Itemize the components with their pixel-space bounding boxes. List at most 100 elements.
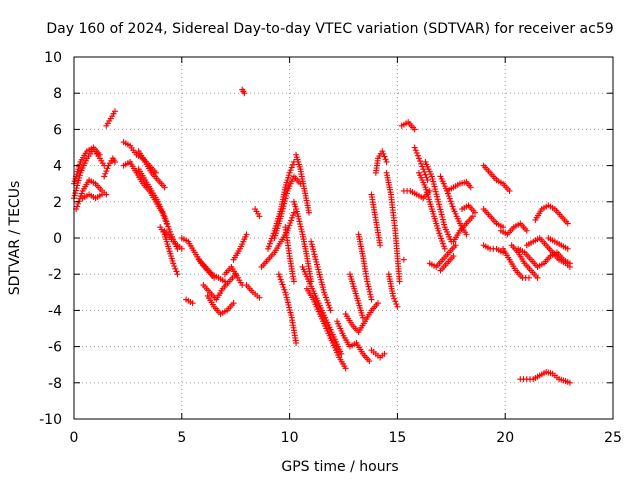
series-t49 xyxy=(437,253,457,274)
data-point xyxy=(297,223,304,230)
series-t40 xyxy=(383,169,403,285)
data-point xyxy=(287,220,294,227)
data-point xyxy=(102,170,109,177)
series-t32 xyxy=(308,238,334,314)
data-point xyxy=(342,365,349,372)
series-t55 xyxy=(480,206,507,231)
data-point xyxy=(564,220,571,227)
data-point xyxy=(288,164,295,171)
data-point xyxy=(289,212,296,219)
data-point xyxy=(243,231,250,238)
data-point xyxy=(178,245,185,252)
data-point xyxy=(174,271,181,278)
y-tick-label: 2 xyxy=(53,195,62,211)
data-point xyxy=(472,209,479,216)
series-t39 xyxy=(368,191,384,249)
series-t20 xyxy=(239,86,248,97)
data-point xyxy=(391,295,398,302)
data-point xyxy=(424,177,431,184)
y-tick-label: -8 xyxy=(48,376,62,392)
y-tick-label: -4 xyxy=(48,303,62,319)
data-point xyxy=(566,263,573,270)
data-point xyxy=(322,291,329,298)
series-t14 xyxy=(183,296,196,307)
data-point xyxy=(281,286,288,293)
data-point xyxy=(167,228,174,235)
y-tick-labels: -10 -8 -6 -4 -2 0 2 4 6 8 10 xyxy=(39,50,62,428)
data-point xyxy=(323,297,330,304)
series-t65 xyxy=(517,368,573,386)
chart-title: Day 160 of 2024, Sidereal Day-to-day VTE… xyxy=(46,21,613,37)
data-point xyxy=(413,149,420,156)
series-t25 xyxy=(271,173,304,241)
series-t50 xyxy=(437,173,470,238)
series-t17 xyxy=(204,292,237,318)
data-point xyxy=(322,294,329,301)
data-point xyxy=(295,213,302,220)
x-tick-labels: 0 5 10 15 20 25 xyxy=(70,430,622,446)
data-point xyxy=(400,256,407,263)
x-tick-label: 0 xyxy=(70,430,79,446)
series-t41 xyxy=(385,271,401,310)
series-t31 xyxy=(303,285,349,372)
data-point xyxy=(447,198,454,205)
data-point xyxy=(366,358,373,365)
y-tick-label: 6 xyxy=(53,122,62,138)
data-point xyxy=(444,190,451,197)
data-point xyxy=(418,160,425,167)
data-point xyxy=(463,231,470,238)
series-t60 xyxy=(508,242,541,281)
series-t44 xyxy=(400,187,433,202)
data-point xyxy=(426,187,433,194)
series-t22 xyxy=(252,206,263,220)
series-t33 xyxy=(334,318,373,365)
series-t18 xyxy=(221,263,246,289)
data-point xyxy=(452,242,459,249)
series-t15 xyxy=(196,256,228,285)
data-point xyxy=(321,289,328,296)
series-t47 xyxy=(422,158,455,245)
data-point xyxy=(419,163,426,170)
data-point xyxy=(265,245,272,252)
data-point xyxy=(275,271,282,278)
data-point xyxy=(377,242,384,249)
series-t12 xyxy=(161,227,185,252)
series-t02 xyxy=(71,146,108,202)
data-point xyxy=(414,152,421,159)
data-point xyxy=(366,288,373,295)
axis-ticks xyxy=(73,56,614,420)
data-point xyxy=(368,296,375,303)
data-point xyxy=(446,195,453,202)
data-point xyxy=(278,278,285,285)
series-t62 xyxy=(523,235,573,270)
data-point xyxy=(325,302,332,309)
data-point xyxy=(327,307,334,314)
data-point xyxy=(162,215,169,222)
data-point xyxy=(523,227,530,234)
y-tick-label: 10 xyxy=(44,50,62,66)
data-point xyxy=(566,379,573,386)
data-point xyxy=(295,215,302,222)
data-point xyxy=(241,90,248,97)
data-point xyxy=(161,213,168,220)
data-point xyxy=(359,314,366,321)
data-point xyxy=(436,230,443,237)
data-point xyxy=(166,226,173,233)
data-point xyxy=(265,243,272,250)
data-point xyxy=(276,273,283,280)
data-point xyxy=(338,350,345,357)
data-point xyxy=(287,167,294,174)
data-point xyxy=(286,169,293,176)
series-t52 xyxy=(450,213,476,245)
series-t19 xyxy=(230,231,250,263)
data-point xyxy=(525,274,532,281)
data-point xyxy=(506,187,513,194)
data-point xyxy=(171,263,178,270)
data-point xyxy=(111,108,118,115)
data-point xyxy=(412,147,419,154)
data-point xyxy=(298,228,305,235)
data-point xyxy=(411,126,418,133)
series-t09 xyxy=(135,148,168,191)
data-point xyxy=(534,274,541,281)
data-point xyxy=(437,232,444,239)
